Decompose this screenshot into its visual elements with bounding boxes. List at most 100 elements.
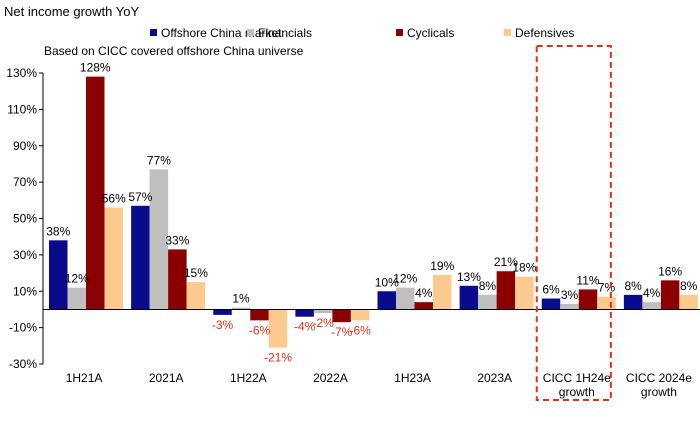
- bar: [49, 240, 68, 310]
- data-label: 16%: [658, 264, 682, 278]
- bar: [597, 296, 616, 310]
- data-label: 10%: [375, 275, 399, 289]
- y-tick-label: -10%: [9, 321, 37, 335]
- bar: [459, 285, 479, 310]
- bar: [168, 249, 187, 310]
- x-tick-label-line: 2021A: [149, 371, 184, 385]
- chart-subtitle: Based on CICC covered offshore China uni…: [44, 44, 304, 58]
- bar: [213, 309, 232, 315]
- x-tick-label-line: 1H23A: [394, 371, 431, 385]
- data-label: 12%: [393, 272, 417, 286]
- data-label: 4%: [643, 286, 661, 300]
- bar: [250, 309, 269, 321]
- data-label: 11%: [576, 273, 599, 287]
- bar: [186, 282, 206, 310]
- data-label: -6%: [249, 323, 271, 337]
- data-label: -6%: [349, 323, 371, 337]
- data-label: 8%: [479, 279, 497, 293]
- data-label: 13%: [457, 270, 481, 284]
- x-tick-label: 1H22A: [230, 371, 267, 385]
- x-tick-label-line: 1H22A: [230, 371, 267, 385]
- bar: [295, 309, 314, 317]
- legend-label: Financials: [258, 26, 313, 40]
- x-tick-label: CICC 2024e growth: [626, 371, 692, 399]
- x-tick-label-line: CICC 2024e: [626, 371, 692, 385]
- legend-swatch: [504, 29, 511, 36]
- x-tick-label-line: CICC 1H24e: [543, 371, 611, 385]
- bar: [414, 302, 433, 310]
- legend-swatch: [150, 29, 157, 36]
- data-label: 12%: [65, 272, 89, 286]
- bar: [396, 287, 415, 310]
- bar: [642, 302, 661, 310]
- data-label: 56%: [102, 192, 126, 206]
- bar: [231, 307, 251, 310]
- x-tick-label: 2022A: [313, 371, 348, 385]
- data-label: -21%: [264, 351, 292, 365]
- x-tick-label: 1H21A: [66, 371, 103, 385]
- y-tick-label: 130%: [6, 66, 37, 80]
- bar: [578, 289, 598, 310]
- bar: [541, 298, 561, 310]
- data-label: 8%: [624, 279, 642, 293]
- bar: [679, 294, 698, 310]
- bar: [660, 280, 680, 310]
- highlight-box: [535, 45, 612, 401]
- y-tick-label: 90%: [13, 139, 37, 153]
- legend-label: Cyclicals: [407, 26, 455, 40]
- data-label: 6%: [542, 283, 560, 297]
- chart-title: Net income growth YoY: [4, 4, 140, 19]
- data-label: 7%: [598, 281, 616, 295]
- x-tick-label-line: growth: [559, 385, 595, 399]
- data-label: 33%: [165, 233, 189, 247]
- y-tick-label: 30%: [13, 248, 37, 262]
- data-label: 57%: [128, 190, 152, 204]
- y-tick-label: 50%: [13, 212, 37, 226]
- legend-item: Defensives: [504, 26, 574, 40]
- legend-swatch: [396, 29, 403, 36]
- legend-item: Cyclicals: [396, 26, 454, 40]
- data-label: 15%: [184, 266, 208, 280]
- data-label: -7%: [331, 325, 353, 339]
- y-tick-label: 110%: [7, 102, 37, 116]
- bar: [67, 287, 86, 310]
- data-label: 19%: [430, 259, 454, 273]
- bar: [131, 205, 150, 310]
- data-label: 18%: [512, 261, 536, 275]
- bar: [433, 274, 452, 310]
- data-label: 1%: [232, 292, 250, 306]
- x-tick-label-line: growth: [641, 385, 677, 399]
- bar: [496, 271, 516, 310]
- bar: [149, 169, 169, 310]
- y-tick-label: -30%: [9, 357, 37, 371]
- legend-item: Financials: [247, 26, 312, 40]
- x-tick-label-line: 1H21A: [66, 371, 103, 385]
- data-label: 3%: [561, 288, 579, 302]
- bar: [623, 294, 643, 310]
- data-label: 4%: [415, 286, 433, 300]
- x-tick-label-line: 2023A: [477, 371, 512, 385]
- data-label: 38%: [46, 224, 70, 238]
- y-tick-label: 10%: [13, 284, 37, 298]
- bar: [268, 309, 288, 348]
- data-label: 21%: [494, 255, 518, 269]
- data-label: 77%: [147, 153, 171, 167]
- bar: [478, 294, 497, 310]
- bar: [377, 291, 396, 310]
- data-label: -3%: [212, 318, 234, 332]
- bar: [515, 276, 534, 310]
- data-label: -4%: [294, 320, 316, 334]
- data-label: 128%: [80, 61, 111, 75]
- x-tick-label-line: 2022A: [313, 371, 348, 385]
- data-label: -2%: [312, 316, 334, 330]
- x-tick-label: CICC 1H24e growth: [543, 371, 611, 399]
- bar: [560, 303, 579, 310]
- bar: [86, 76, 105, 310]
- data-label: 8%: [680, 279, 698, 293]
- legend-swatch: [247, 29, 254, 36]
- bar: [332, 309, 351, 323]
- y-tick-label: 70%: [13, 175, 37, 189]
- x-tick-label: 1H23A: [394, 371, 431, 385]
- bar: [350, 309, 370, 321]
